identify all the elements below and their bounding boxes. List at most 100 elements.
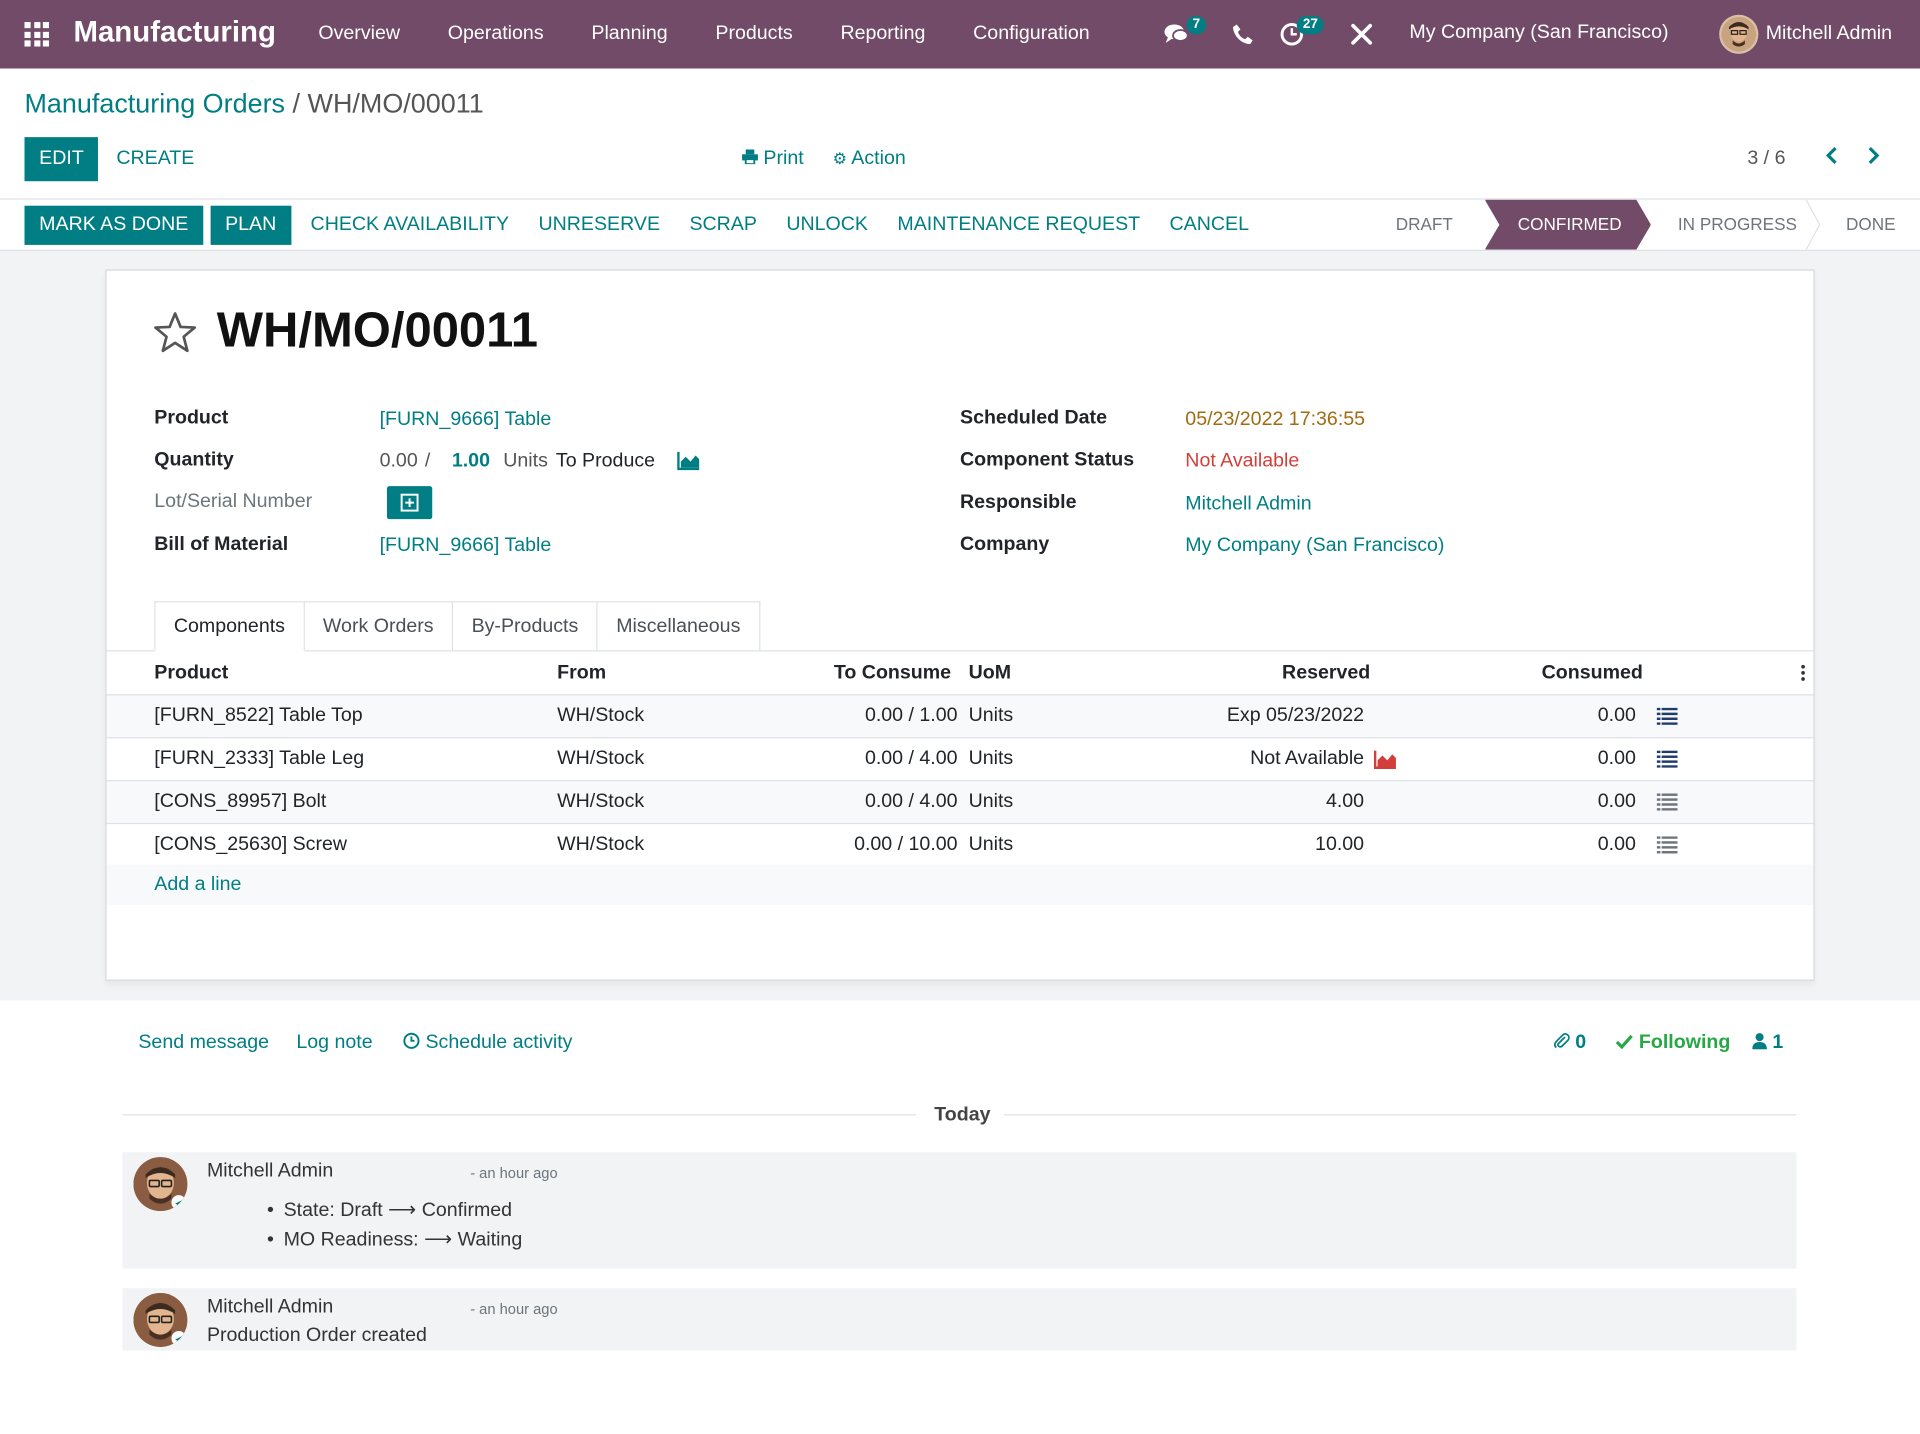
- print-button[interactable]: Print: [742, 148, 804, 170]
- menu-configuration[interactable]: Configuration: [973, 23, 1090, 45]
- responsible-label: Responsible: [960, 492, 1077, 514]
- responsible-field[interactable]: Mitchell Admin: [1185, 493, 1312, 515]
- message-author[interactable]: Mitchell Admin: [206, 1296, 334, 1318]
- table-row[interactable]: [106, 780, 1814, 823]
- tracking-field: State:: [283, 1200, 335, 1221]
- create-button[interactable]: CREATE: [116, 148, 195, 169]
- tab-work-orders[interactable]: Work Orders: [304, 601, 454, 652]
- stage-in-progress[interactable]: IN PROGRESS: [1677, 214, 1797, 234]
- col-consumed[interactable]: Consumed: [1541, 662, 1643, 684]
- qty-total[interactable]: 1.00: [451, 450, 490, 472]
- message-author[interactable]: Mitchell Admin: [206, 1160, 334, 1182]
- component-status-field: Not Available: [1185, 450, 1300, 472]
- phone-icon[interactable]: [1232, 0, 1254, 69]
- chat-icon[interactable]: [1163, 0, 1190, 69]
- tab-miscellaneous[interactable]: Miscellaneous: [597, 601, 760, 652]
- stage-confirmed[interactable]: CONFIRMED: [1485, 200, 1651, 250]
- tab-components[interactable]: Components: [154, 601, 305, 652]
- list-icon[interactable]: [1656, 750, 1678, 768]
- col-from[interactable]: From: [557, 662, 607, 684]
- followers-count: 1: [1772, 1032, 1784, 1054]
- scheduled-date-field[interactable]: 05/23/2022 17:36:55: [1185, 408, 1366, 430]
- menu-planning[interactable]: Planning: [591, 23, 668, 45]
- message-time: - an hour ago: [470, 1300, 558, 1318]
- scrap-button[interactable]: SCRAP: [689, 214, 757, 236]
- row-reserved: Exp 05/23/2022: [1226, 705, 1365, 727]
- check-availability-button[interactable]: CHECK AVAILABILITY: [310, 214, 510, 236]
- log-note-button[interactable]: Log note: [296, 1032, 373, 1054]
- row-to-consume: 0.00 / 4.00: [864, 791, 958, 812]
- kebab-icon[interactable]: [1801, 664, 1806, 683]
- attachments-button[interactable]: 0: [1553, 1032, 1586, 1054]
- breadcrumb-separator: /: [292, 88, 301, 119]
- chevron-right-icon[interactable]: [1866, 146, 1881, 172]
- list-icon[interactable]: [1656, 707, 1678, 725]
- stage-done[interactable]: DONE: [1845, 214, 1896, 234]
- unlock-button[interactable]: UNLOCK: [786, 214, 868, 236]
- date-separator: Today: [934, 1104, 991, 1126]
- row-uom: Units: [968, 705, 1014, 727]
- plan-button[interactable]: PLAN: [210, 205, 291, 245]
- stage-draft[interactable]: DRAFT: [1395, 214, 1453, 234]
- tools-icon[interactable]: [1351, 0, 1373, 69]
- row-consumed: 0.00: [1597, 705, 1636, 727]
- schedule-activity-label: Schedule activity: [425, 1032, 573, 1054]
- forecast-chart-icon[interactable]: [1373, 749, 1397, 769]
- product-field[interactable]: [FURN_9666] Table: [379, 408, 552, 430]
- tracking-new: Waiting: [457, 1229, 523, 1251]
- col-reserved[interactable]: Reserved: [1282, 662, 1371, 684]
- list-icon[interactable]: [1656, 793, 1678, 811]
- list-icon[interactable]: [1656, 836, 1678, 854]
- schedule-activity-button[interactable]: Schedule activity: [403, 1032, 573, 1054]
- apps-icon[interactable]: [24, 22, 49, 47]
- edit-button[interactable]: EDIT: [24, 137, 99, 182]
- row-uom: Units: [968, 791, 1014, 812]
- paperclip-icon: [1553, 1032, 1576, 1053]
- user-menu[interactable]: Mitchell Admin: [1719, 14, 1892, 54]
- chevron-left-icon[interactable]: [1824, 146, 1839, 172]
- avatar[interactable]: [133, 1157, 188, 1212]
- send-message-button[interactable]: Send message: [138, 1032, 270, 1054]
- bom-field[interactable]: [FURN_9666] Table: [379, 535, 552, 556]
- forecast-chart-icon[interactable]: [677, 451, 700, 471]
- table-row[interactable]: [106, 822, 1814, 866]
- action-button[interactable]: ⚙ Action: [833, 148, 906, 170]
- menu-products[interactable]: Products: [715, 23, 793, 45]
- row-product: [CONS_89957] Bolt: [154, 791, 327, 812]
- row-product: [CONS_25630] Screw: [154, 833, 348, 855]
- menu-reporting[interactable]: Reporting: [840, 23, 926, 45]
- unreserve-button[interactable]: UNRESERVE: [538, 214, 661, 236]
- star-icon[interactable]: [152, 310, 199, 357]
- print-label: Print: [763, 148, 804, 169]
- followers-button[interactable]: 1: [1752, 1032, 1783, 1054]
- pager-value[interactable]: 3 / 6: [1747, 148, 1786, 169]
- app-name[interactable]: Manufacturing: [73, 15, 276, 49]
- avatar[interactable]: [133, 1293, 188, 1347]
- component-status-label: Component Status: [960, 449, 1135, 471]
- maintenance-request-button[interactable]: MAINTENANCE REQUEST: [897, 214, 1141, 236]
- row-to-consume: 0.00 / 1.00: [864, 705, 958, 727]
- lot-add-button[interactable]: [386, 486, 433, 520]
- col-to-consume[interactable]: To Consume: [833, 662, 952, 684]
- menu-overview[interactable]: Overview: [318, 23, 401, 45]
- bom-label: Bill of Material: [154, 533, 289, 555]
- row-to-consume: 0.00 / 10.00: [854, 833, 958, 855]
- mark-as-done-button[interactable]: MARK AS DONE: [24, 205, 204, 245]
- table-row[interactable]: [106, 737, 1814, 780]
- following-button[interactable]: Following: [1615, 1032, 1730, 1054]
- tab-by-products[interactable]: By-Products: [453, 601, 598, 652]
- add-line-link[interactable]: Add a line: [154, 874, 242, 896]
- col-uom[interactable]: UoM: [968, 662, 1012, 684]
- cancel-button[interactable]: CANCEL: [1169, 214, 1249, 236]
- menu-operations[interactable]: Operations: [447, 23, 544, 45]
- col-product[interactable]: Product: [154, 662, 229, 684]
- tracking-field: MO Readiness:: [283, 1229, 419, 1251]
- company-field[interactable]: My Company (San Francisco): [1185, 535, 1445, 556]
- table-row[interactable]: [106, 694, 1814, 738]
- chatter-message: Mitchell Admin - an hour ago Production …: [122, 1288, 1797, 1351]
- breadcrumb-parent[interactable]: Manufacturing Orders: [24, 88, 286, 119]
- company-switcher[interactable]: My Company (San Francisco): [1409, 22, 1669, 43]
- action-label: Action: [851, 148, 906, 169]
- qty-uom: Units: [503, 450, 548, 472]
- activity-icon[interactable]: [1280, 0, 1304, 69]
